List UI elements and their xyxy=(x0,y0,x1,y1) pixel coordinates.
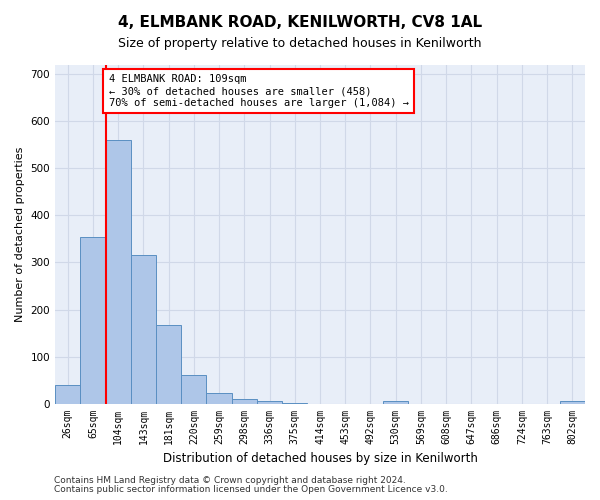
Bar xyxy=(560,401,585,404)
Bar xyxy=(106,140,131,404)
Bar xyxy=(131,256,156,404)
Y-axis label: Number of detached properties: Number of detached properties xyxy=(15,146,25,322)
Bar xyxy=(55,384,80,404)
Text: Contains public sector information licensed under the Open Government Licence v3: Contains public sector information licen… xyxy=(54,485,448,494)
Text: Size of property relative to detached houses in Kenilworth: Size of property relative to detached ho… xyxy=(118,38,482,51)
Text: 4 ELMBANK ROAD: 109sqm
← 30% of detached houses are smaller (458)
70% of semi-de: 4 ELMBANK ROAD: 109sqm ← 30% of detached… xyxy=(109,74,409,108)
Bar xyxy=(206,393,232,404)
Bar xyxy=(80,236,106,404)
Bar xyxy=(232,399,257,404)
Bar xyxy=(181,376,206,404)
Bar xyxy=(383,401,409,404)
Bar xyxy=(257,401,282,404)
Bar xyxy=(282,402,307,404)
X-axis label: Distribution of detached houses by size in Kenilworth: Distribution of detached houses by size … xyxy=(163,452,478,465)
Text: Contains HM Land Registry data © Crown copyright and database right 2024.: Contains HM Land Registry data © Crown c… xyxy=(54,476,406,485)
Bar xyxy=(156,324,181,404)
Text: 4, ELMBANK ROAD, KENILWORTH, CV8 1AL: 4, ELMBANK ROAD, KENILWORTH, CV8 1AL xyxy=(118,15,482,30)
